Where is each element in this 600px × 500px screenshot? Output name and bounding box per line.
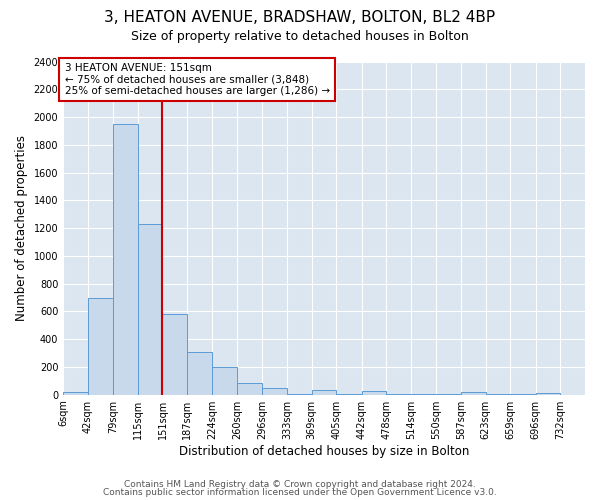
Bar [63, 392, 88, 394]
Bar [362, 390, 386, 394]
Bar [88, 298, 113, 394]
Y-axis label: Number of detached properties: Number of detached properties [15, 135, 28, 321]
Bar [461, 392, 486, 394]
Text: Contains public sector information licensed under the Open Government Licence v3: Contains public sector information licen… [103, 488, 497, 497]
Bar [138, 224, 163, 394]
Bar [312, 390, 337, 394]
Bar [163, 314, 187, 394]
Text: 3, HEATON AVENUE, BRADSHAW, BOLTON, BL2 4BP: 3, HEATON AVENUE, BRADSHAW, BOLTON, BL2 … [104, 10, 496, 25]
Text: Size of property relative to detached houses in Bolton: Size of property relative to detached ho… [131, 30, 469, 43]
X-axis label: Distribution of detached houses by size in Bolton: Distribution of detached houses by size … [179, 444, 469, 458]
Text: Contains HM Land Registry data © Crown copyright and database right 2024.: Contains HM Land Registry data © Crown c… [124, 480, 476, 489]
Bar [262, 388, 287, 394]
Bar [212, 367, 237, 394]
Bar [237, 383, 262, 394]
Bar [536, 392, 560, 394]
Text: 3 HEATON AVENUE: 151sqm
← 75% of detached houses are smaller (3,848)
25% of semi: 3 HEATON AVENUE: 151sqm ← 75% of detache… [65, 63, 329, 96]
Bar [113, 124, 138, 394]
Bar [187, 352, 212, 395]
